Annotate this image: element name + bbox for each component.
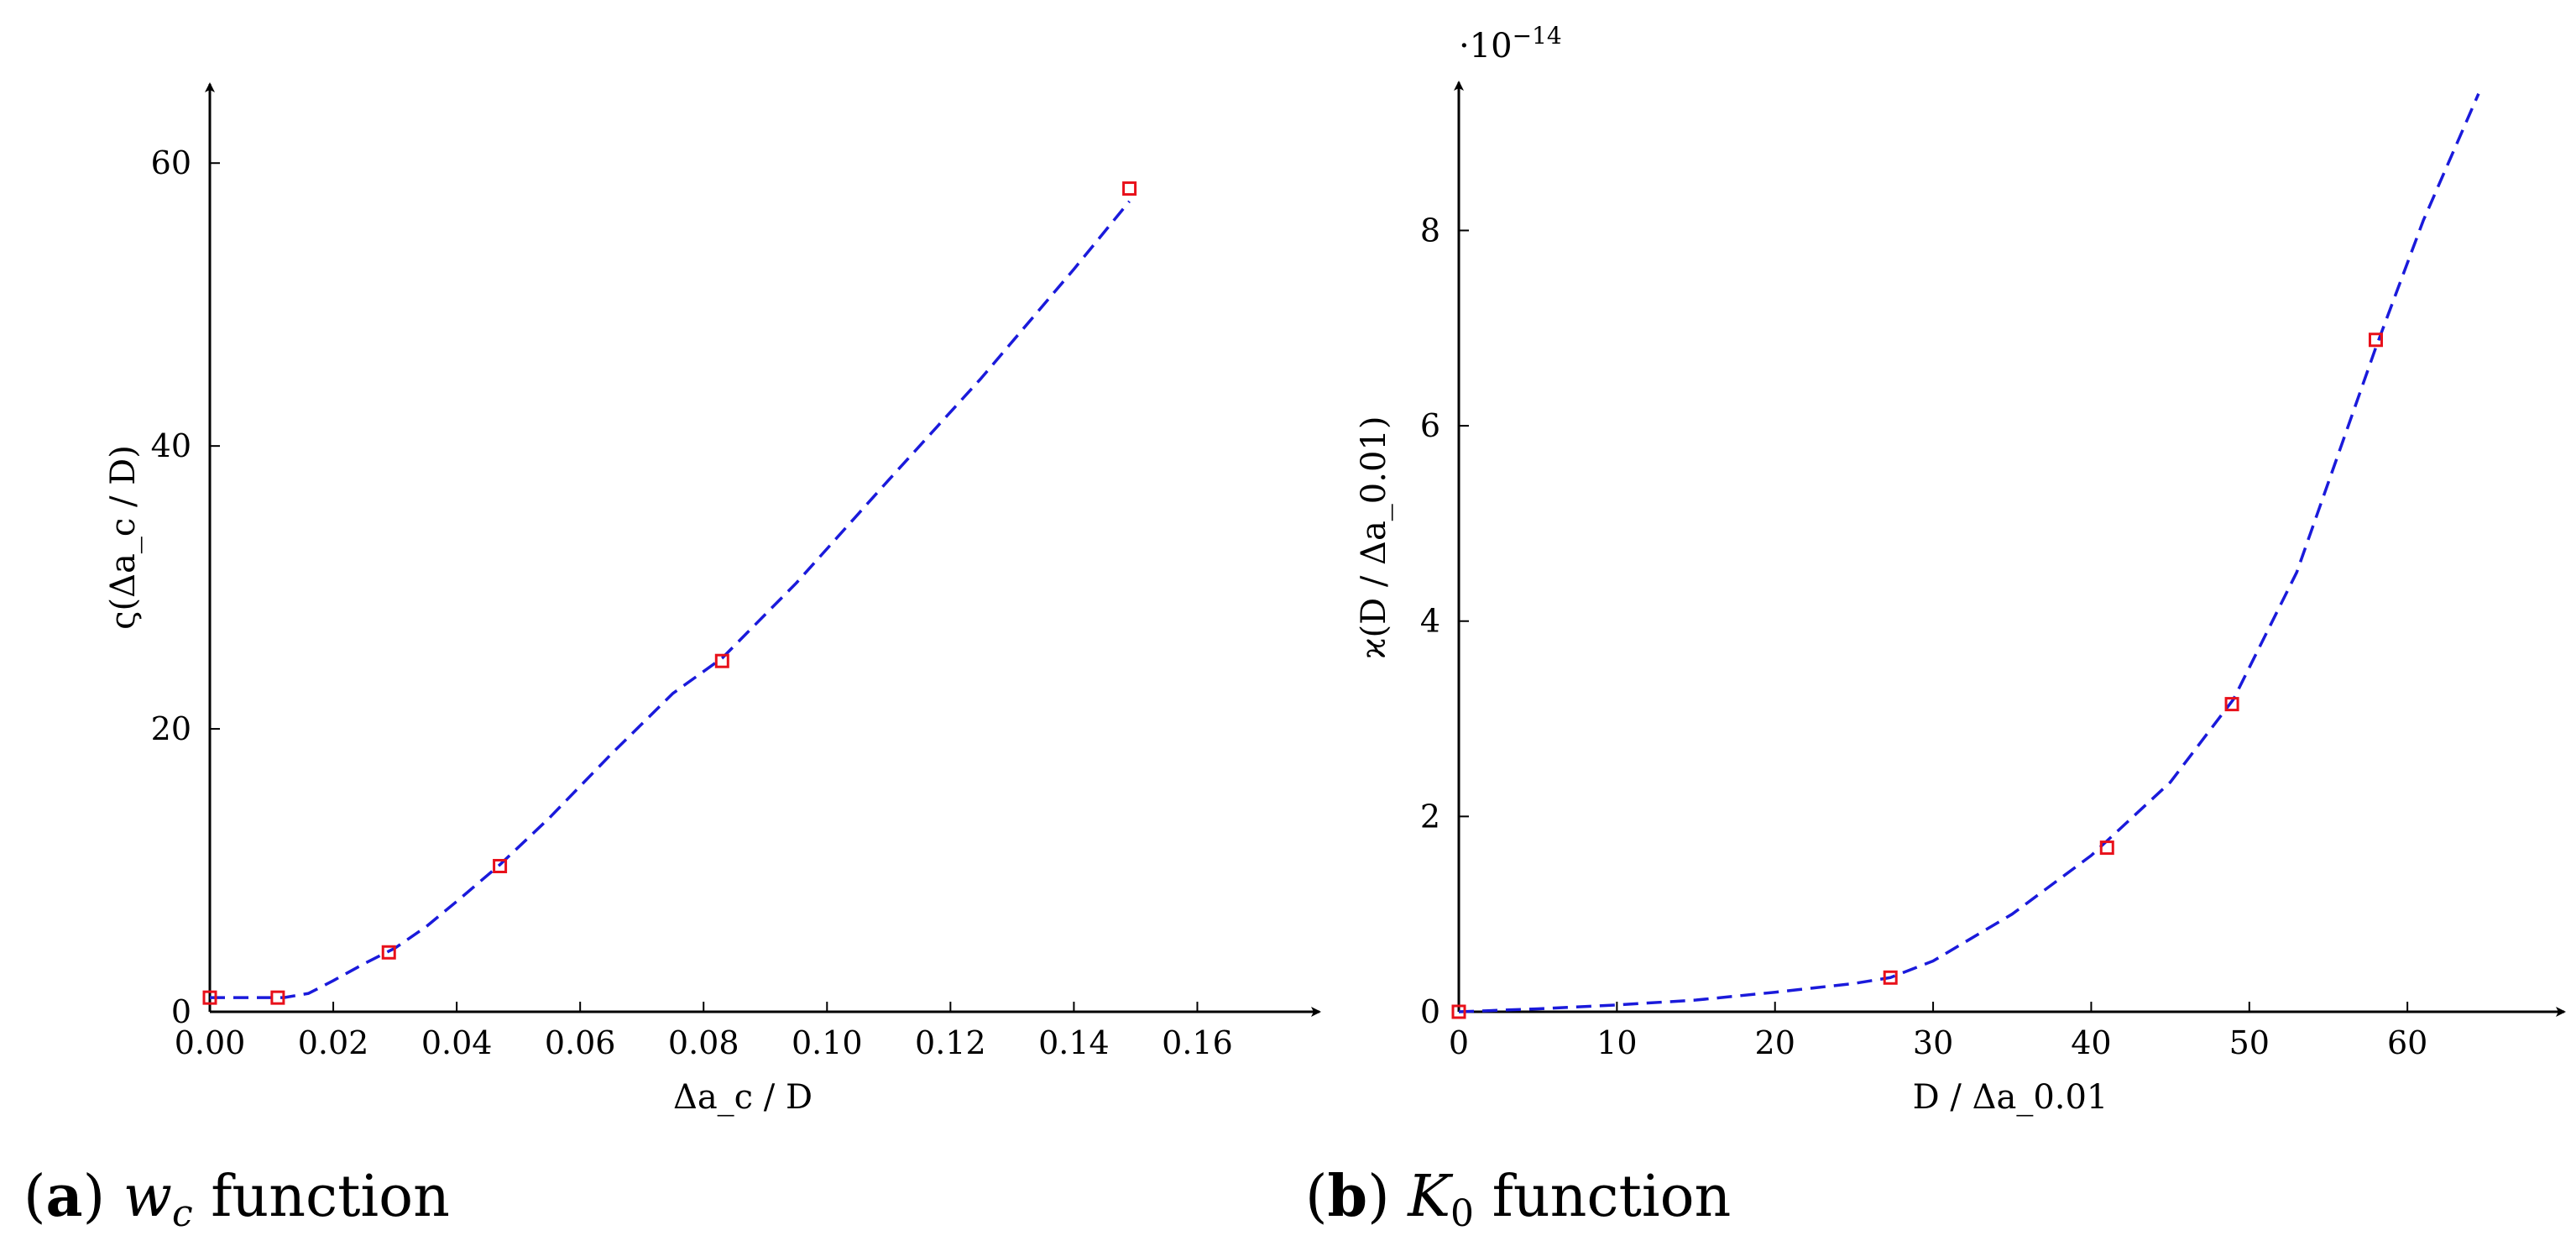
x-axis-label-b: D / Δa_0.01 — [1913, 1078, 2108, 1117]
chart-panel-b: 0 10 20 30 40 50 60 0 2 4 6 8 D / Δa_0.01 ϰ(D / Δa_0.… — [1355, 81, 2566, 1117]
x-tick-label-a: 0.04 — [421, 1024, 493, 1061]
x-tick-label-b: 10 — [1596, 1024, 1637, 1061]
data-point-b — [2368, 333, 2383, 348]
data-point-b — [2224, 697, 2239, 712]
y-multiplier-b: ·10−14 — [1459, 22, 1562, 65]
caption-a-sub: c — [172, 1192, 193, 1235]
data-point-a — [202, 990, 217, 1005]
y-tick-label-a: 60 — [151, 144, 191, 181]
x-tick-label-b: 40 — [2071, 1024, 2111, 1061]
y-tick-label-a: 20 — [151, 710, 191, 747]
x-tick-label-a: 0.06 — [545, 1024, 616, 1061]
data-point-a — [1122, 181, 1137, 196]
caption-a-symbol: w — [123, 1164, 172, 1230]
y-tick-label-b: 4 — [1420, 603, 1440, 640]
y-tick-label-a: 0 — [171, 993, 191, 1030]
caption-b: (b) K0 function — [1305, 1163, 1731, 1235]
y-tick-label-b: 8 — [1420, 212, 1440, 249]
caption-a-rest: function — [193, 1164, 450, 1230]
x-tick-label-a: 0.02 — [298, 1024, 369, 1061]
data-point-a — [270, 990, 285, 1005]
caption-a-tag: a — [46, 1163, 83, 1230]
y-tick-label-b: 2 — [1420, 798, 1440, 835]
fit-line-a — [210, 200, 1131, 999]
data-point-b — [1451, 1004, 1466, 1019]
data-point-a — [493, 858, 508, 873]
caption-b-symbol: K — [1406, 1164, 1454, 1230]
x-tick-label-a: 0.16 — [1162, 1024, 1233, 1061]
x-tick-label-b: 50 — [2229, 1024, 2270, 1061]
data-point-a — [381, 945, 396, 960]
x-tick-label-b: 60 — [2387, 1024, 2427, 1061]
x-tick-label-a: 0.14 — [1038, 1024, 1110, 1061]
y-axis-label-a: ς(Δa_c / D) — [104, 445, 143, 630]
data-point-a — [714, 653, 729, 668]
x-tick-label-a: 0.08 — [668, 1024, 739, 1061]
caption-b-rest: function — [1474, 1164, 1731, 1230]
caption-b-tag: b — [1328, 1163, 1368, 1230]
y-axis-label-b: ϰ(D / Δa_0.01) — [1355, 416, 1393, 659]
y-tick-label-a: 40 — [151, 427, 191, 464]
x-axis-label-a: Δa_c / D — [673, 1078, 813, 1117]
caption-b-sub: 0 — [1450, 1192, 1474, 1235]
y-tick-label-b: 0 — [1420, 993, 1440, 1030]
x-tick-label-b: 30 — [1913, 1024, 1953, 1061]
x-tick-label-a: 0.00 — [175, 1024, 246, 1061]
data-point-b — [1883, 970, 1898, 985]
chart-panel-a: 0.00 0.02 0.04 0.06 0.08 0.10 0.12 0.14 0.16 0 20 4… — [104, 82, 1321, 1117]
x-tick-label-a: 0.12 — [915, 1024, 986, 1061]
y-tick-label-b: 6 — [1420, 407, 1440, 444]
x-tick-label-a: 0.10 — [792, 1024, 863, 1061]
fit-line-b — [1458, 92, 2480, 1013]
x-tick-label-b: 0 — [1449, 1024, 1469, 1061]
data-point-b — [2099, 840, 2114, 856]
caption-a: (a) wc function — [24, 1163, 450, 1235]
x-tick-label-b: 20 — [1755, 1024, 1795, 1061]
